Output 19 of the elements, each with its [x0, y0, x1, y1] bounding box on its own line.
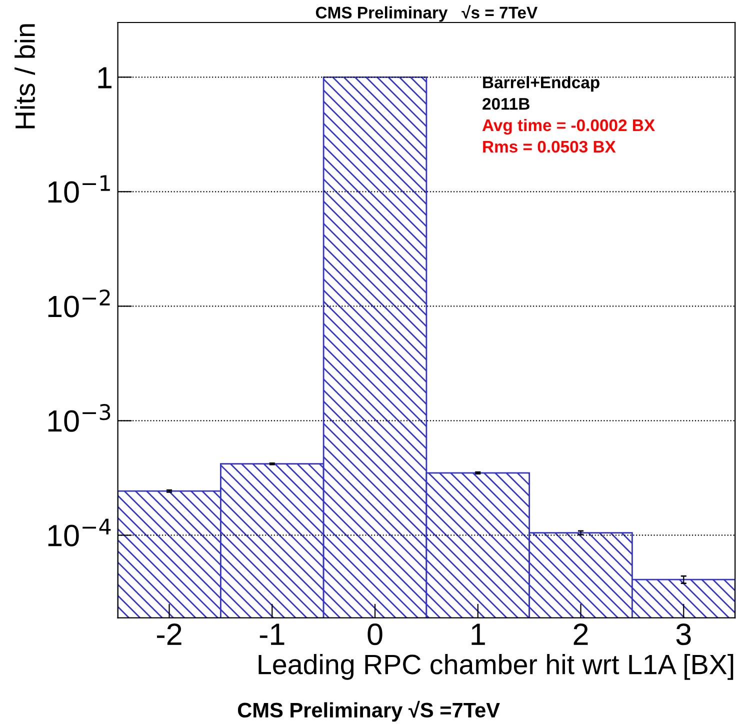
- x-tick-label: 0: [368, 623, 382, 646]
- x-tick-label: 2: [574, 623, 588, 645]
- chart-title: CMS Preliminary √s = 7TeV: [316, 5, 538, 22]
- annotation: Avg time = -0.0002 BX: [482, 118, 655, 135]
- x-tick-label: -1: [260, 624, 284, 645]
- annotation: Rms = 0.0503 BX: [483, 140, 616, 153]
- y-tick-label: 1: [98, 67, 112, 88]
- text: CMS Preliminary √S =7TeV: [238, 700, 500, 722]
- annotation: Barrel+Endcap: [483, 76, 600, 92]
- x-axis-title: Leading RPC chamber hit wrt L1A [BX]: [258, 654, 734, 680]
- y-tick-label: 10$^{−2}$: [48, 289, 110, 318]
- y-axis-title: Hits / bin: [14, 24, 35, 128]
- annotation: 2011B: [482, 98, 530, 110]
- x-tick-label: 1: [472, 624, 485, 645]
- y-tick-label: 10$^{−4}$: [48, 518, 111, 546]
- y-tick-label: 10$^{−3}$: [48, 404, 110, 432]
- x-tick-label: 3: [676, 623, 691, 646]
- x-tick-label: -2: [157, 623, 182, 645]
- y-tick-label: 10$^{−1}$: [48, 175, 110, 203]
